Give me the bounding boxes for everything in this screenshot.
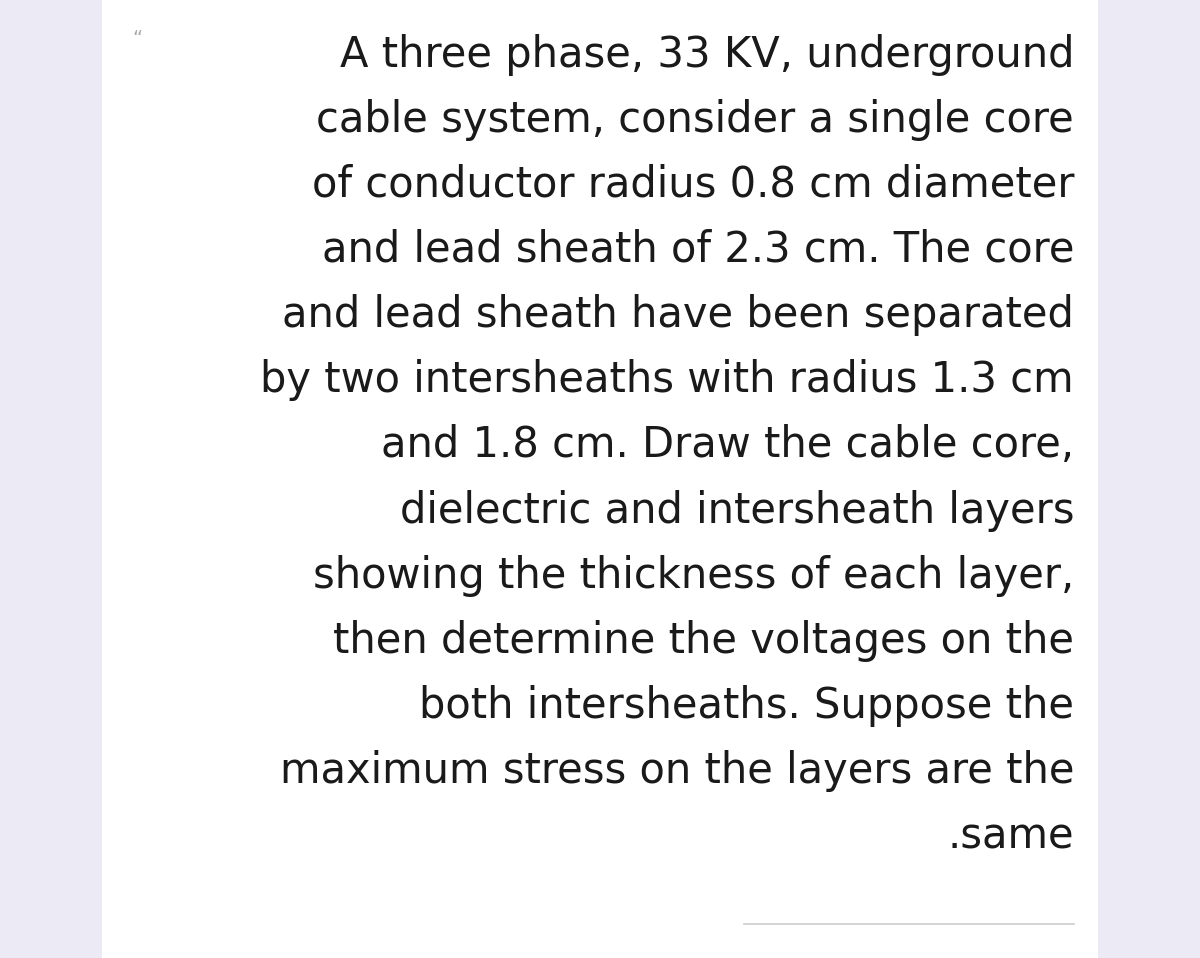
Text: dielectric and intersheath layers: dielectric and intersheath layers	[400, 490, 1074, 532]
Bar	[0, 0, 102, 958]
Text: “: “	[132, 29, 142, 48]
Text: cable system, consider a single core: cable system, consider a single core	[317, 99, 1074, 141]
Text: and 1.8 cm. Draw the cable core,: and 1.8 cm. Draw the cable core,	[380, 424, 1074, 467]
Text: both intersheaths. Suppose the: both intersheaths. Suppose the	[419, 685, 1074, 727]
Bar	[1098, 0, 1200, 958]
Text: maximum stress on the layers are the: maximum stress on the layers are the	[280, 750, 1074, 792]
Text: by two intersheaths with radius 1.3 cm: by two intersheaths with radius 1.3 cm	[260, 359, 1074, 401]
Text: and lead sheath of 2.3 cm. The core: and lead sheath of 2.3 cm. The core	[322, 229, 1074, 271]
Text: .same: .same	[947, 815, 1074, 857]
Text: A three phase, 33 KV, underground: A three phase, 33 KV, underground	[340, 34, 1074, 76]
Text: then determine the voltages on the: then determine the voltages on the	[334, 620, 1074, 662]
Text: of conductor radius 0.8 cm diameter: of conductor radius 0.8 cm diameter	[312, 164, 1074, 206]
Text: and lead sheath have been separated: and lead sheath have been separated	[282, 294, 1074, 336]
Text: showing the thickness of each layer,: showing the thickness of each layer,	[313, 555, 1074, 597]
